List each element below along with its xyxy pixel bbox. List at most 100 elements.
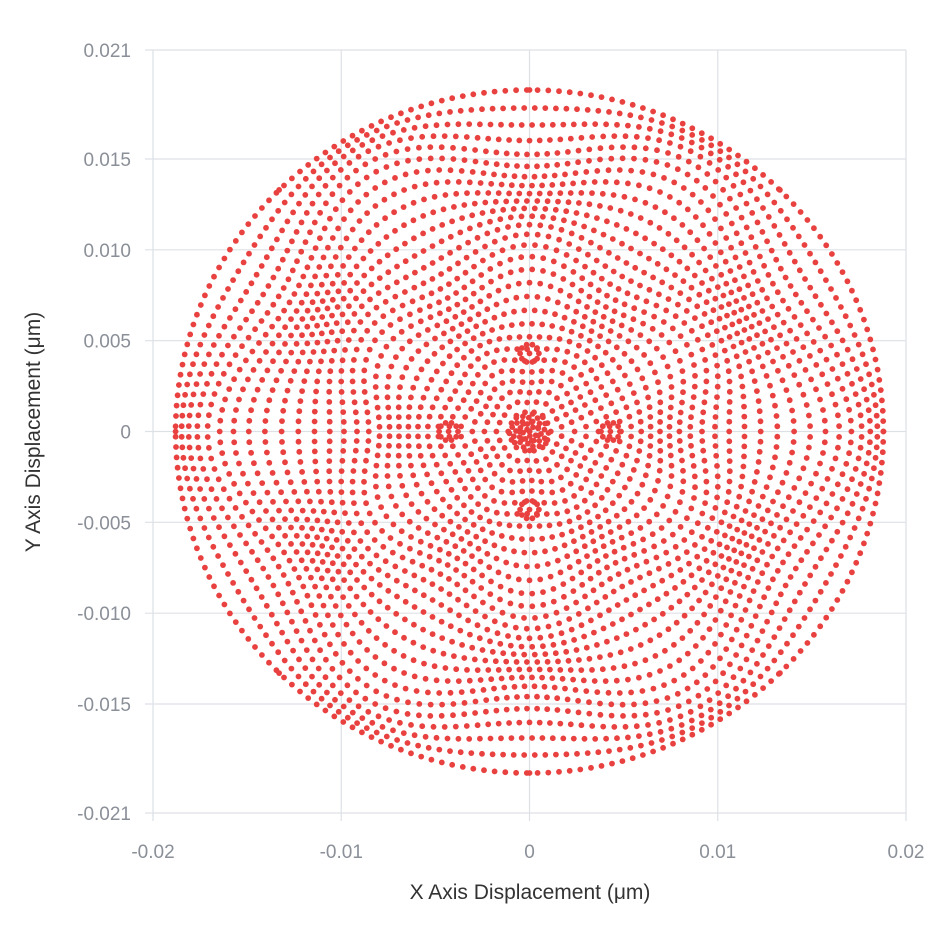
data-point xyxy=(566,767,573,774)
data-point xyxy=(736,264,743,270)
data-point xyxy=(754,278,761,284)
data-point xyxy=(646,518,653,525)
data-point xyxy=(637,642,644,648)
data-point xyxy=(577,90,584,97)
data-point xyxy=(433,395,440,402)
data-point xyxy=(498,324,505,330)
data-point xyxy=(221,323,228,330)
data-point xyxy=(508,322,515,328)
data-point xyxy=(269,516,276,523)
data-point xyxy=(756,320,763,326)
data-point xyxy=(249,308,255,315)
data-point xyxy=(514,420,520,426)
data-point xyxy=(307,498,313,505)
data-point xyxy=(575,298,582,305)
data-point xyxy=(466,121,473,127)
data-point xyxy=(672,508,679,515)
data-point xyxy=(420,609,427,615)
data-point xyxy=(383,693,390,699)
data-point xyxy=(186,444,193,451)
data-point xyxy=(408,135,414,142)
data-point xyxy=(219,351,225,358)
data-point xyxy=(411,235,417,242)
data-point xyxy=(743,656,750,663)
data-point xyxy=(622,723,629,730)
data-point xyxy=(627,112,634,119)
data-point xyxy=(496,437,503,444)
data-point xyxy=(429,597,436,603)
data-point xyxy=(547,573,554,580)
data-point xyxy=(269,640,275,647)
data-point xyxy=(416,712,422,719)
data-point xyxy=(872,356,879,363)
data-point xyxy=(519,488,526,495)
data-point xyxy=(477,410,484,417)
data-point xyxy=(368,281,375,288)
data-point xyxy=(761,262,767,269)
data-point xyxy=(688,414,694,421)
data-point xyxy=(531,437,537,444)
data-point xyxy=(632,592,639,599)
data-point xyxy=(681,612,688,619)
data-point xyxy=(368,123,375,129)
data-point xyxy=(401,670,407,676)
data-point xyxy=(573,647,580,653)
data-point xyxy=(449,638,455,645)
data-point xyxy=(521,549,528,556)
data-point xyxy=(258,263,265,269)
data-point xyxy=(510,651,517,657)
data-point xyxy=(290,209,296,216)
data-point xyxy=(593,418,600,425)
data-point xyxy=(769,392,776,399)
data-point xyxy=(536,350,542,357)
data-point xyxy=(539,535,546,542)
data-point xyxy=(630,540,637,547)
data-point xyxy=(305,162,312,168)
data-point xyxy=(449,761,456,768)
data-point xyxy=(511,499,518,506)
data-point xyxy=(573,548,580,555)
data-point xyxy=(605,689,612,696)
data-point xyxy=(270,358,276,365)
data-point xyxy=(235,268,242,275)
data-point xyxy=(452,723,459,730)
data-point xyxy=(789,407,795,414)
data-point xyxy=(433,122,440,129)
data-point xyxy=(245,428,252,435)
data-point xyxy=(764,295,770,302)
data-point xyxy=(231,417,238,424)
data-point xyxy=(667,663,673,669)
data-point xyxy=(611,133,618,140)
data-point xyxy=(500,751,506,758)
data-point xyxy=(465,239,471,246)
data-point xyxy=(734,695,741,702)
data-point xyxy=(804,217,811,223)
data-point xyxy=(361,489,368,496)
data-point xyxy=(179,361,186,368)
data-point xyxy=(633,562,640,569)
data-point xyxy=(462,340,468,347)
data-point xyxy=(764,507,771,514)
data-point xyxy=(411,621,417,628)
data-point xyxy=(677,447,684,454)
data-point xyxy=(457,229,464,236)
data-point xyxy=(568,626,575,633)
data-point xyxy=(438,413,444,420)
data-point xyxy=(680,467,686,474)
data-point xyxy=(604,420,611,426)
data-point xyxy=(447,233,454,240)
data-point xyxy=(341,216,347,223)
data-point xyxy=(273,377,280,384)
data-point xyxy=(653,698,660,704)
data-point xyxy=(710,307,717,314)
data-point xyxy=(573,308,580,315)
data-point xyxy=(874,433,881,440)
data-point xyxy=(702,468,709,474)
data-point xyxy=(531,173,538,180)
data-point xyxy=(381,196,388,203)
data-point xyxy=(544,162,550,169)
data-point xyxy=(480,170,487,177)
data-point xyxy=(701,245,707,252)
data-point xyxy=(692,542,698,548)
data-point xyxy=(543,456,549,462)
